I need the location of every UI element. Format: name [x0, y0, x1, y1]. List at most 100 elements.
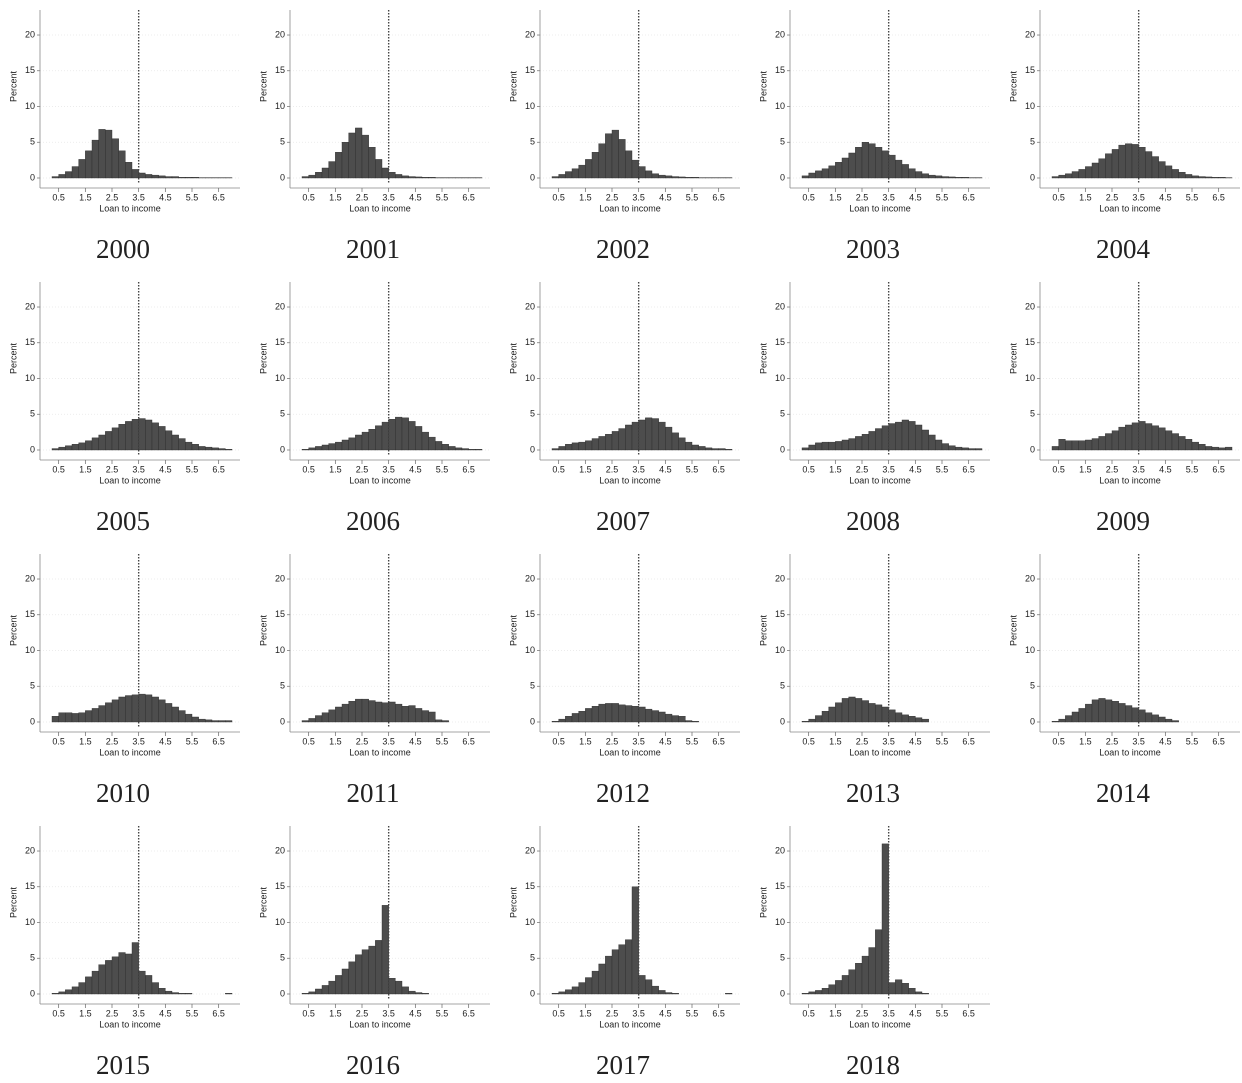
bar: [658, 990, 666, 995]
x-tick-label: 2.5: [606, 1008, 619, 1018]
bar: [1151, 425, 1159, 451]
x-axis-label: Loan to income: [1099, 203, 1161, 213]
bar: [341, 439, 349, 451]
bar: [651, 710, 659, 723]
bar: [368, 945, 376, 995]
x-tick-label: 6.5: [1212, 736, 1225, 746]
bar: [948, 176, 956, 179]
bar: [691, 177, 699, 179]
bar: [71, 986, 79, 995]
x-tick-label: 0.5: [802, 1008, 815, 1018]
y-tick-label: 10: [775, 101, 785, 111]
x-tick-label: 1.5: [1079, 192, 1092, 202]
bar: [65, 712, 73, 723]
y-tick-label: 5: [530, 137, 535, 147]
bar: [625, 424, 633, 451]
bar: [225, 449, 233, 451]
x-tick-label: 1.5: [79, 736, 92, 746]
bar: [125, 421, 133, 451]
bar: [105, 702, 113, 723]
x-tick-label: 6.5: [712, 736, 725, 746]
bar: [361, 431, 369, 451]
y-axis-label: Percent: [758, 886, 768, 918]
bar: [591, 152, 599, 179]
bar: [428, 436, 436, 451]
bar: [618, 428, 626, 451]
bar: [348, 437, 356, 451]
y-tick-label: 15: [275, 609, 285, 619]
bar: [875, 929, 883, 995]
bar: [915, 991, 923, 995]
bar: [955, 446, 963, 451]
bar: [85, 710, 93, 723]
bar: [888, 982, 896, 995]
panel-title: 2013: [846, 778, 900, 808]
bar: [961, 447, 969, 451]
bar: [645, 170, 653, 179]
y-tick-label: 0: [530, 172, 535, 182]
x-tick-label: 5.5: [686, 192, 699, 202]
bar: [678, 437, 686, 451]
bar: [855, 698, 863, 723]
x-tick-label: 4.5: [159, 192, 172, 202]
bar: [211, 720, 219, 723]
panel-title: 2008: [846, 506, 900, 536]
bar: [685, 441, 693, 451]
bar: [591, 438, 599, 451]
y-tick-label: 15: [525, 337, 535, 347]
bar: [678, 176, 686, 179]
x-tick-label: 0.5: [302, 1008, 315, 1018]
x-tick-label: 6.5: [212, 1008, 225, 1018]
bar: [1125, 705, 1133, 723]
bar: [841, 698, 849, 723]
y-tick-label: 5: [1030, 681, 1035, 691]
bar: [125, 695, 133, 723]
bar: [551, 993, 559, 995]
y-axis-label: Percent: [508, 70, 518, 102]
bar: [78, 712, 86, 723]
bar: [131, 419, 139, 451]
bar: [65, 171, 73, 179]
bar: [551, 176, 559, 179]
bar: [118, 952, 126, 995]
bar: [901, 714, 909, 723]
bar: [301, 176, 309, 179]
bar: [618, 704, 626, 723]
x-tick-label: 4.5: [1159, 192, 1172, 202]
bar: [1058, 718, 1066, 723]
y-axis-label: Percent: [258, 70, 268, 102]
bar: [895, 421, 903, 451]
y-tick-label: 15: [775, 609, 785, 619]
y-tick-label: 5: [30, 409, 35, 419]
bar: [1105, 153, 1113, 179]
bar: [415, 708, 423, 723]
bar: [58, 174, 66, 179]
bar: [611, 703, 619, 723]
bar: [205, 719, 213, 723]
y-axis-label: Percent: [8, 70, 18, 102]
x-tick-label: 0.5: [1052, 736, 1065, 746]
bar: [158, 988, 166, 995]
bar: [91, 708, 99, 723]
bar: [415, 992, 423, 995]
x-axis-label: Loan to income: [349, 747, 411, 757]
bar: [1051, 176, 1059, 179]
bar: [605, 955, 613, 995]
bar: [205, 446, 213, 451]
bar: [1185, 174, 1193, 179]
bar: [921, 429, 929, 451]
bar: [565, 444, 573, 451]
panel: 0 5 10 15 20 0.5 1.5 2.5 3.5 4.5 5.5 6.5 Loan to inc…: [258, 282, 490, 536]
x-tick-label: 5.5: [436, 736, 449, 746]
bar: [868, 703, 876, 723]
panel-title: 2003: [846, 234, 900, 264]
bar: [1138, 421, 1146, 451]
y-tick-label: 20: [775, 301, 785, 311]
bar: [638, 706, 646, 723]
bar: [355, 698, 363, 723]
bar: [941, 176, 949, 179]
y-tick-label: 15: [25, 65, 35, 75]
bar: [801, 447, 809, 451]
x-axis-label: Loan to income: [349, 475, 411, 485]
bar: [611, 949, 619, 995]
